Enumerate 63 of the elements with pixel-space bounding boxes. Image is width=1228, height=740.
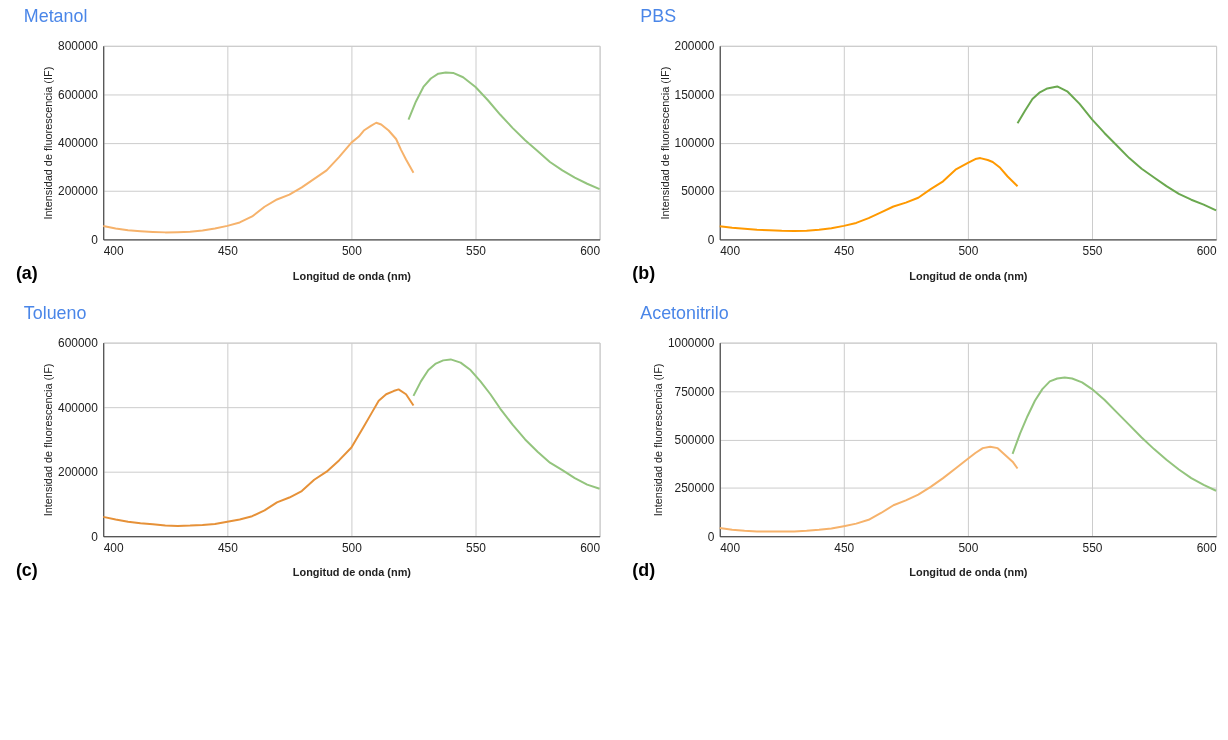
line-series <box>407 71 601 191</box>
y-tick-label: 100000 <box>674 136 715 151</box>
line-series <box>718 157 1019 232</box>
y-axis-title: Intensidad de fluorescencia (IF) <box>42 66 55 220</box>
line-series <box>1011 376 1218 492</box>
y-tick-label: 250000 <box>674 481 715 496</box>
x-tick-label: 400 <box>720 540 741 555</box>
y-axis-title: Intensidad de fluorescencia (IF) <box>658 66 671 220</box>
y-tick-label: 0 <box>91 232 99 247</box>
text: (b) <box>632 263 656 284</box>
y-tick-label: 500000 <box>674 432 715 447</box>
chart-title: Metanol <box>23 5 88 26</box>
x-tick-label: 550 <box>466 243 487 258</box>
x-tick-label: 450 <box>217 540 239 555</box>
x-tick-label: 550 <box>466 540 487 555</box>
x-tick-label: 500 <box>341 540 363 555</box>
text: (d) <box>632 559 656 580</box>
line-series <box>412 358 601 490</box>
y-tick-label: 0 <box>707 232 715 247</box>
y-tick-label: 200000 <box>58 184 99 199</box>
chart-title: Tolueno <box>23 302 87 323</box>
x-tick-label: 500 <box>341 243 363 258</box>
line-series <box>102 388 415 527</box>
text: (c) <box>15 559 38 580</box>
y-tick-label: 0 <box>91 529 99 544</box>
y-tick-label: 750000 <box>674 384 715 399</box>
y-tick-label: 1000000 <box>667 336 715 351</box>
x-tick-label: 400 <box>720 243 741 258</box>
x-axis-title: Longitud de onda (nm) <box>909 269 1028 282</box>
y-tick-label: 400000 <box>58 400 99 415</box>
x-tick-label: 450 <box>217 243 239 258</box>
x-tick-label: 400 <box>103 540 124 555</box>
x-tick-label: 500 <box>958 540 979 555</box>
x-axis-title: Longitud de onda (nm) <box>292 566 412 579</box>
y-tick-label: 400000 <box>58 136 99 151</box>
chart-title: PBS <box>640 5 677 26</box>
x-tick-label: 600 <box>580 540 601 555</box>
y-tick-label: 200000 <box>674 39 715 54</box>
x-tick-label: 550 <box>1082 243 1103 258</box>
y-tick-label: 0 <box>707 529 715 544</box>
x-tick-label: 400 <box>103 243 124 258</box>
x-tick-label: 450 <box>834 243 855 258</box>
text: (a) <box>15 263 38 284</box>
x-tick-label: 550 <box>1082 540 1103 555</box>
x-tick-label: 600 <box>1196 243 1217 258</box>
y-axis-title: Intensidad de fluorescencia (IF) <box>651 363 664 517</box>
x-tick-label: 600 <box>1196 540 1217 555</box>
y-tick-label: 800000 <box>58 39 99 54</box>
y-tick-label: 600000 <box>58 87 99 102</box>
y-tick-label: 600000 <box>58 336 99 351</box>
x-axis-title: Longitud de onda (nm) <box>292 269 412 282</box>
chart-title: Acetonitrilo <box>640 302 729 323</box>
y-tick-label: 50000 <box>681 184 715 199</box>
x-tick-label: 500 <box>958 243 979 258</box>
y-axis-title: Intensidad de fluorescencia (IF) <box>42 363 55 517</box>
y-tick-label: 150000 <box>674 87 715 102</box>
line-series <box>1016 85 1218 212</box>
line-series <box>718 445 1019 533</box>
x-axis-title: Longitud de onda (nm) <box>909 566 1028 579</box>
x-tick-label: 450 <box>834 540 855 555</box>
y-tick-label: 200000 <box>58 465 99 480</box>
x-tick-label: 600 <box>580 243 601 258</box>
line-series <box>102 121 415 234</box>
